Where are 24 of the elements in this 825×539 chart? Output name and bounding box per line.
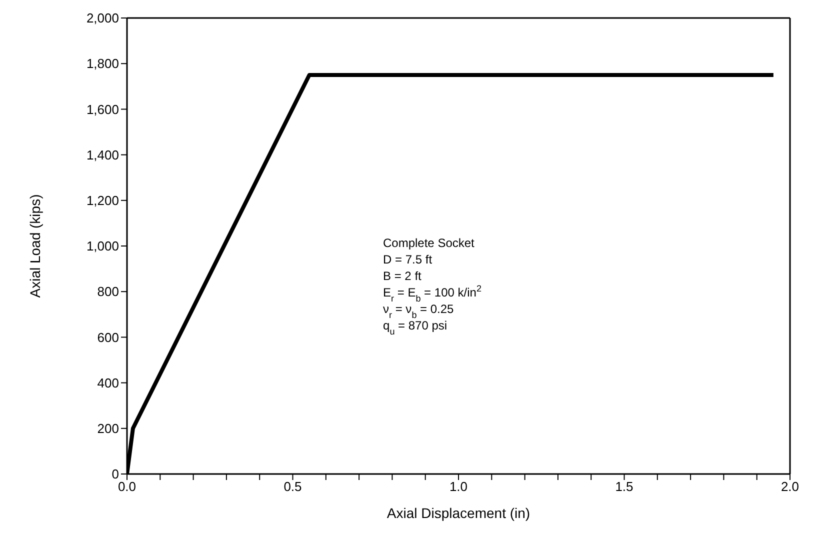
y-tick-label: 600 — [97, 330, 119, 345]
annotation: Complete Socket — [383, 236, 476, 250]
y-tick-label: 2,000 — [86, 10, 119, 26]
y-tick-label: 1,600 — [86, 102, 119, 117]
y-tick-label: 800 — [97, 284, 119, 300]
x-tick-label: 0.5 — [284, 479, 302, 494]
y-tick-label: 1,800 — [86, 56, 119, 72]
y-tick-label: 1,200 — [86, 193, 119, 208]
y-tick-label: 1,000 — [86, 238, 119, 254]
y-tick-label: 400 — [97, 375, 119, 390]
y-tick-label: 1,400 — [86, 147, 119, 162]
annotation: q$_{u}$ = 870 psi — [383, 318, 448, 336]
x-axis-title: Axial Displacement (in) — [386, 505, 530, 521]
annotation: D = 7.5 ft — [383, 252, 433, 266]
x-tick-label: 0.0 — [118, 479, 136, 494]
x-tick-label: 1.5 — [615, 479, 634, 494]
x-tick-label: 2.0 — [780, 479, 800, 494]
x-tick-label: 1.0 — [449, 479, 468, 494]
annotation: ν$_{r}$ = ν$_{b}$ = 0.25 — [383, 302, 454, 320]
y-axis-title: Axial Load (kips) — [26, 194, 43, 298]
annotation: E$_{r}$ = E$_{b}$ = 100 k/in$^{2}$ — [383, 284, 482, 304]
y-tick-label: 0 — [112, 466, 119, 482]
y-tick-label: 200 — [97, 421, 119, 436]
annotation: B = 2 ft — [383, 269, 422, 283]
